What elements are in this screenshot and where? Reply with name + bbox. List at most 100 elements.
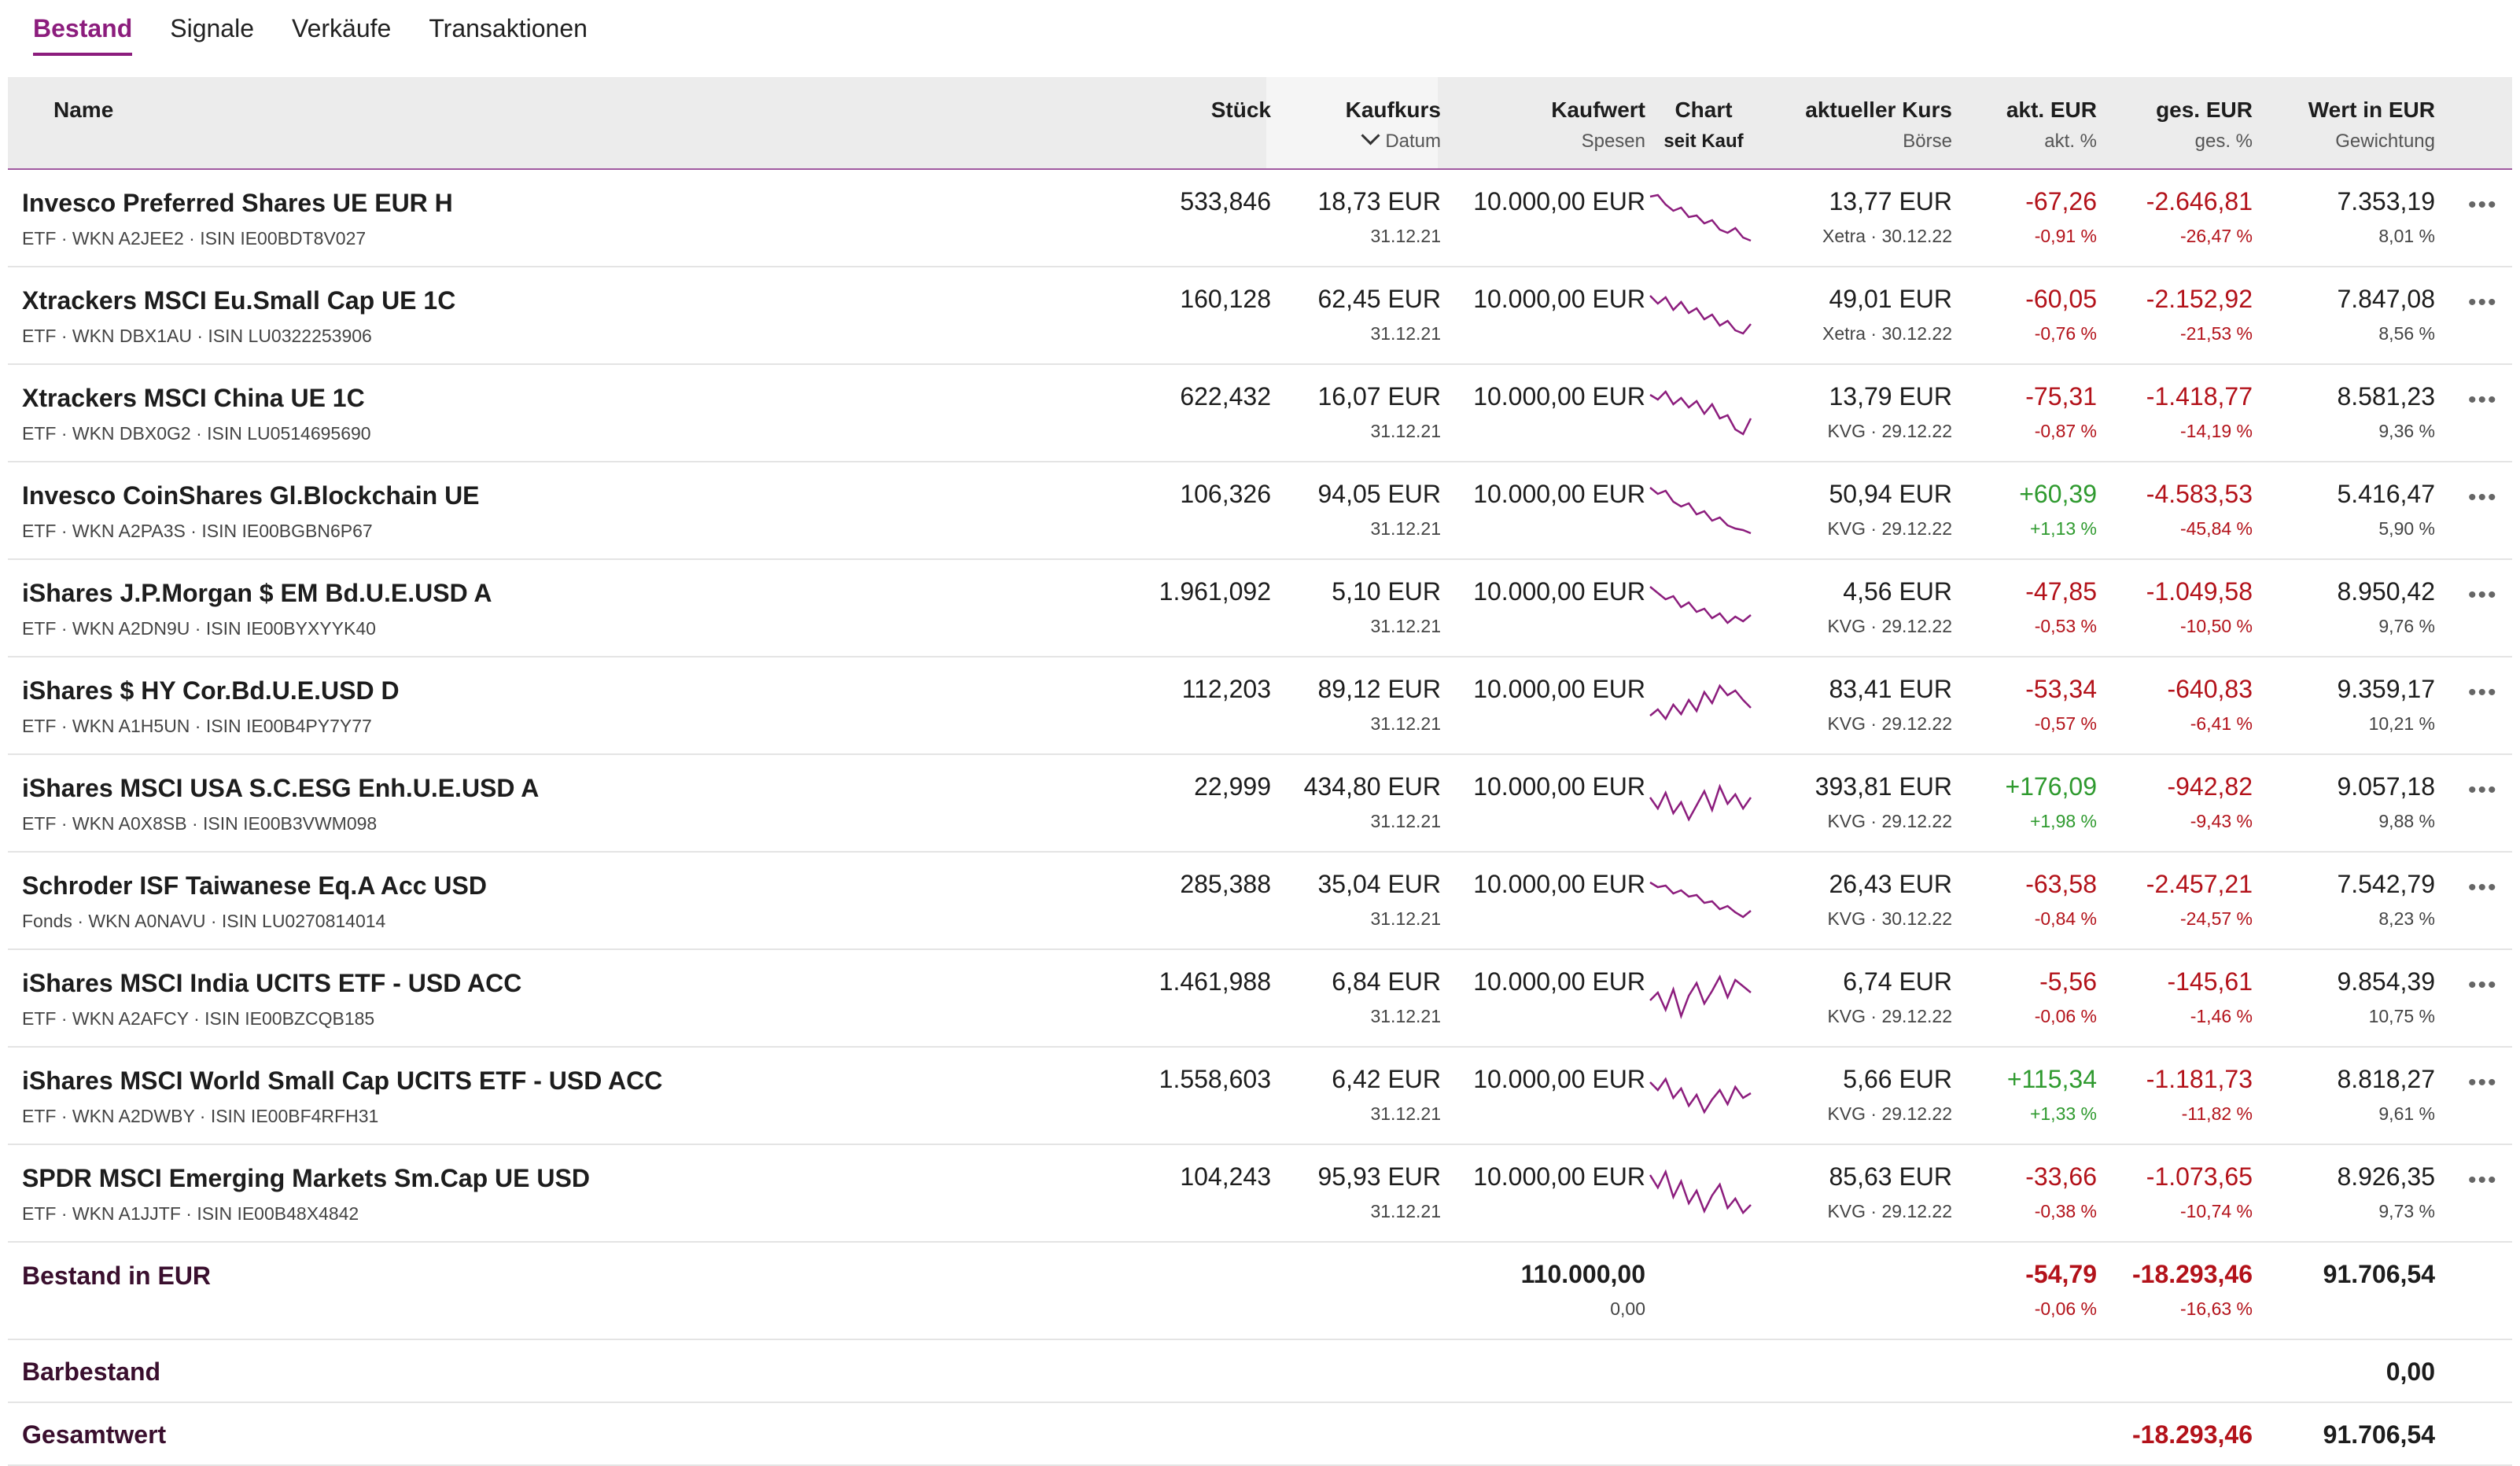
sparkline-chart[interactable] bbox=[1649, 379, 1752, 442]
col-header-wert[interactable]: Wert in EUR Gewichtung bbox=[2262, 98, 2435, 153]
total-wert: 91.706,54 bbox=[2323, 1420, 2435, 1449]
more-options-icon[interactable]: ••• bbox=[2468, 582, 2498, 608]
table-row[interactable]: iShares MSCI India UCITS ETF - USD ACC E… bbox=[8, 950, 2512, 1048]
more-options-icon[interactable]: ••• bbox=[2468, 387, 2498, 413]
holding-name[interactable]: iShares MSCI USA S.C.ESG Enh.U.E.USD A bbox=[22, 774, 540, 802]
kaufkurs: 62,45 EUR bbox=[1317, 285, 1441, 313]
stueck: 112,203 bbox=[1181, 675, 1271, 703]
sparkline-chart[interactable] bbox=[1649, 769, 1752, 832]
aktueller-kurs: 4,56 EUR bbox=[1843, 577, 1952, 606]
akt-cell: -75,31 -0,87 % bbox=[1955, 382, 2097, 442]
col-header-stueck[interactable]: Stück bbox=[1210, 98, 1271, 122]
sparkline-chart[interactable] bbox=[1649, 477, 1752, 540]
tab-bar: Bestand Signale Verkäufe Transaktionen bbox=[33, 14, 588, 56]
kaufkurs-cell: 16,07 EUR 31.12.21 bbox=[1252, 382, 1441, 442]
wert-cell: 9.359,17 10,21 % bbox=[2262, 675, 2435, 735]
wert-cell: 7.847,08 8,56 % bbox=[2262, 285, 2435, 344]
table-row[interactable]: iShares MSCI World Small Cap UCITS ETF -… bbox=[8, 1048, 2512, 1145]
col-header-kaufwert[interactable]: Kaufwert Spesen bbox=[1457, 98, 1645, 153]
col-header-akt-eur[interactable]: akt. EUR akt. % bbox=[1971, 98, 2097, 153]
more-options-icon[interactable]: ••• bbox=[2468, 875, 2498, 901]
table-row[interactable]: Schroder ISF Taiwanese Eq.A Acc USD Fond… bbox=[8, 853, 2512, 950]
sparkline-chart[interactable] bbox=[1649, 964, 1752, 1027]
more-options-icon[interactable]: ••• bbox=[2468, 1167, 2498, 1193]
kaufwert: 10.000,00 EUR bbox=[1473, 967, 1645, 996]
table-row[interactable]: iShares $ HY Cor.Bd.U.E.USD D ETF · WKN … bbox=[8, 657, 2512, 755]
more-options-icon[interactable]: ••• bbox=[2468, 1070, 2498, 1096]
sparkline-chart[interactable] bbox=[1649, 1062, 1752, 1125]
akt-cell: +60,39 +1,13 % bbox=[1955, 480, 2097, 540]
col-header-chart[interactable]: Chart seit Kauf bbox=[1649, 98, 1759, 153]
col-header-kurs[interactable]: aktueller Kurs Börse bbox=[1748, 98, 1952, 153]
holding-meta: ETF · WKN A2PA3S · ISIN IE00BGBN6P67 bbox=[22, 521, 373, 541]
sparkline-chart[interactable] bbox=[1649, 1159, 1752, 1222]
kaufdatum: 31.12.21 bbox=[1370, 323, 1441, 344]
sparkline-chart[interactable] bbox=[1649, 184, 1752, 247]
more-options-icon[interactable]: ••• bbox=[2468, 484, 2498, 510]
summary-kaufwert-cell: 110.000,00 0,00 bbox=[1441, 1260, 1645, 1320]
holding-name[interactable]: iShares MSCI India UCITS ETF - USD ACC bbox=[22, 969, 522, 997]
total-row: Gesamtwert -18.293,46 91.706,54 bbox=[8, 1403, 2512, 1466]
akt-pct: -0,57 % bbox=[2034, 713, 2097, 734]
col-header-kaufkurs[interactable]: Kaufkurs Datum bbox=[1284, 98, 1441, 153]
summary-wert-cell: 91.706,54 bbox=[2262, 1260, 2435, 1289]
akt-pct: -0,53 % bbox=[2034, 616, 2097, 636]
more-options-icon[interactable]: ••• bbox=[2468, 192, 2498, 218]
kaufkurs: 16,07 EUR bbox=[1317, 382, 1441, 411]
more-options-icon[interactable]: ••• bbox=[2468, 680, 2498, 705]
stueck: 1.558,603 bbox=[1159, 1065, 1271, 1093]
akt-cell: -33,66 -0,38 % bbox=[1955, 1162, 2097, 1222]
table-row[interactable]: Invesco CoinShares Gl.Blockchain UE ETF … bbox=[8, 462, 2512, 560]
holding-name[interactable]: Schroder ISF Taiwanese Eq.A Acc USD bbox=[22, 871, 487, 900]
kaufwert-cell: 10.000,00 EUR bbox=[1441, 480, 1645, 509]
sparkline-chart[interactable] bbox=[1649, 574, 1752, 637]
table-row[interactable]: iShares MSCI USA S.C.ESG Enh.U.E.USD A E… bbox=[8, 755, 2512, 853]
wert-cell: 9.057,18 9,88 % bbox=[2262, 772, 2435, 832]
summary-spesen: 0,00 bbox=[1610, 1298, 1645, 1319]
holding-name[interactable]: iShares MSCI World Small Cap UCITS ETF -… bbox=[22, 1066, 663, 1095]
holding-name[interactable]: Invesco Preferred Shares UE EUR H bbox=[22, 189, 453, 217]
akt-cell: +115,34 +1,33 % bbox=[1955, 1065, 2097, 1125]
kaufwert: 10.000,00 EUR bbox=[1473, 870, 1645, 898]
ges-eur: -942,82 bbox=[2167, 772, 2253, 801]
table-row[interactable]: iShares J.P.Morgan $ EM Bd.U.E.USD A ETF… bbox=[8, 560, 2512, 657]
more-options-icon[interactable]: ••• bbox=[2468, 777, 2498, 803]
tab-signale[interactable]: Signale bbox=[170, 14, 254, 42]
col-header-seit-kauf[interactable]: seit Kauf bbox=[1663, 131, 1744, 152]
more-options-icon[interactable]: ••• bbox=[2468, 289, 2498, 315]
sorted-column-shade bbox=[1266, 77, 1438, 168]
table-row[interactable]: Xtrackers MSCI Eu.Small Cap UE 1C ETF · … bbox=[8, 267, 2512, 365]
kaufwert: 10.000,00 EUR bbox=[1473, 480, 1645, 508]
ges-pct: -9,43 % bbox=[2190, 811, 2253, 831]
ges-eur: -4.583,53 bbox=[2146, 480, 2253, 508]
holding-name[interactable]: iShares J.P.Morgan $ EM Bd.U.E.USD A bbox=[22, 579, 492, 607]
kaufdatum: 31.12.21 bbox=[1370, 713, 1441, 734]
sparkline-chart[interactable] bbox=[1649, 672, 1752, 735]
holding-name[interactable]: Xtrackers MSCI China UE 1C bbox=[22, 384, 365, 412]
col-header-kurs-label: aktueller Kurs bbox=[1805, 98, 1952, 122]
col-header-ges-eur[interactable]: ges. EUR ges. % bbox=[2111, 98, 2253, 153]
holding-name[interactable]: Invesco CoinShares Gl.Blockchain UE bbox=[22, 481, 480, 510]
tab-transaktionen[interactable]: Transaktionen bbox=[429, 14, 588, 42]
holding-meta: ETF · WKN A1JJTF · ISIN IE00B48X4842 bbox=[22, 1203, 359, 1224]
ges-pct: -14,19 % bbox=[2179, 421, 2253, 441]
holding-name[interactable]: SPDR MSCI Emerging Markets Sm.Cap UE USD bbox=[22, 1164, 590, 1192]
col-header-name[interactable]: Name bbox=[53, 98, 114, 122]
kurs-cell: 85,63 EUR KVG · 29.12.22 bbox=[1748, 1162, 1952, 1222]
col-header-datum[interactable]: Datum bbox=[1284, 126, 1441, 153]
table-row[interactable]: Invesco Preferred Shares UE EUR H ETF · … bbox=[8, 170, 2512, 267]
table-header: Name Stück Kaufkurs Datum Kaufwert Spese… bbox=[8, 77, 2512, 170]
holding-name[interactable]: Xtrackers MSCI Eu.Small Cap UE 1C bbox=[22, 286, 456, 315]
total-label: Gesamtwert bbox=[22, 1420, 167, 1449]
aktueller-kurs: 50,94 EUR bbox=[1829, 480, 1952, 508]
holding-name[interactable]: iShares $ HY Cor.Bd.U.E.USD D bbox=[22, 676, 400, 705]
table-row[interactable]: Xtrackers MSCI China UE 1C ETF · WKN DBX… bbox=[8, 365, 2512, 462]
tab-verkäufe[interactable]: Verkäufe bbox=[292, 14, 392, 42]
tab-bestand[interactable]: Bestand bbox=[33, 14, 133, 56]
sparkline-chart[interactable] bbox=[1649, 282, 1752, 344]
sparkline-chart[interactable] bbox=[1649, 867, 1752, 930]
holding-meta: ETF · WKN A0X8SB · ISIN IE00B3VWM098 bbox=[22, 813, 378, 834]
table-row[interactable]: SPDR MSCI Emerging Markets Sm.Cap UE USD… bbox=[8, 1145, 2512, 1243]
more-options-icon[interactable]: ••• bbox=[2468, 972, 2498, 998]
